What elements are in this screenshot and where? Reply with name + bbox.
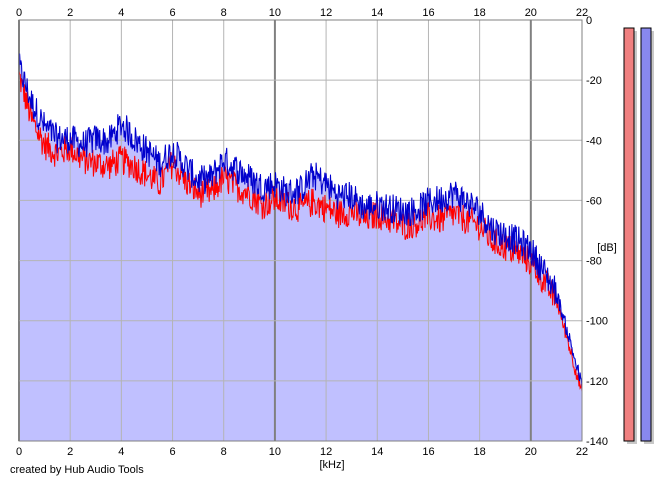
- credit-text: created by Hub Audio Tools: [10, 464, 144, 476]
- y-tick-label: 0: [586, 15, 592, 27]
- y-tick-label: -120: [586, 376, 608, 388]
- series-right-line: [18, 53, 583, 390]
- x-tick-labels-top: 0 2 4 6 8 10 12 14 16 18 20 22: [16, 7, 588, 19]
- x-tick-label: 20: [525, 7, 537, 19]
- x-tick-label: 0: [16, 446, 22, 458]
- plot-border: [18, 19, 583, 442]
- y-tick-label: -60: [586, 195, 602, 207]
- x-tick-label: 14: [371, 446, 383, 458]
- x-tick-label: 10: [269, 446, 281, 458]
- level-meters: [623, 27, 654, 444]
- x-tick-label: 4: [118, 446, 124, 458]
- meter-right-bar: [640, 27, 652, 442]
- x-tick-label: 2: [67, 7, 73, 19]
- x-tick-label: 18: [474, 446, 486, 458]
- x-tick-label: 16: [422, 446, 434, 458]
- y-tick-label: -100: [586, 316, 608, 328]
- x-tick-labels-bottom: 0 2 4 6 8 10 12 14 16 18 20 22: [16, 446, 588, 458]
- x-tick-label: 6: [169, 446, 175, 458]
- x-tick-label: 0: [16, 7, 22, 19]
- x-tick-label: 12: [320, 446, 332, 458]
- y-tick-label: -140: [586, 436, 608, 448]
- x-tick-label: 14: [371, 7, 383, 19]
- x-tick-label: 6: [169, 7, 175, 19]
- y-tick-label: -40: [586, 135, 602, 147]
- x-tick-label: 20: [525, 446, 537, 458]
- x-tick-label: 16: [422, 7, 434, 19]
- x-tick-label: 22: [576, 7, 588, 19]
- y-axis-label: [dB]: [597, 242, 617, 254]
- y-tick-labels: 0 -20 -40 -60 -80 -100 -120 -140: [586, 15, 608, 448]
- x-tick-label: 10: [269, 7, 281, 19]
- series-left-line: [18, 70, 583, 392]
- x-tick-label: 8: [221, 7, 227, 19]
- meter-left-bar: [623, 27, 635, 442]
- x-axis-label: [kHz]: [319, 459, 344, 471]
- y-tick-label: -80: [586, 256, 602, 268]
- x-tick-label: 18: [474, 7, 486, 19]
- x-tick-label: 12: [320, 7, 332, 19]
- x-tick-label: 2: [67, 446, 73, 458]
- x-tick-label: 8: [221, 446, 227, 458]
- y-tick-label: -20: [586, 75, 602, 87]
- x-tick-label: 22: [576, 446, 588, 458]
- x-tick-label: 4: [118, 7, 124, 19]
